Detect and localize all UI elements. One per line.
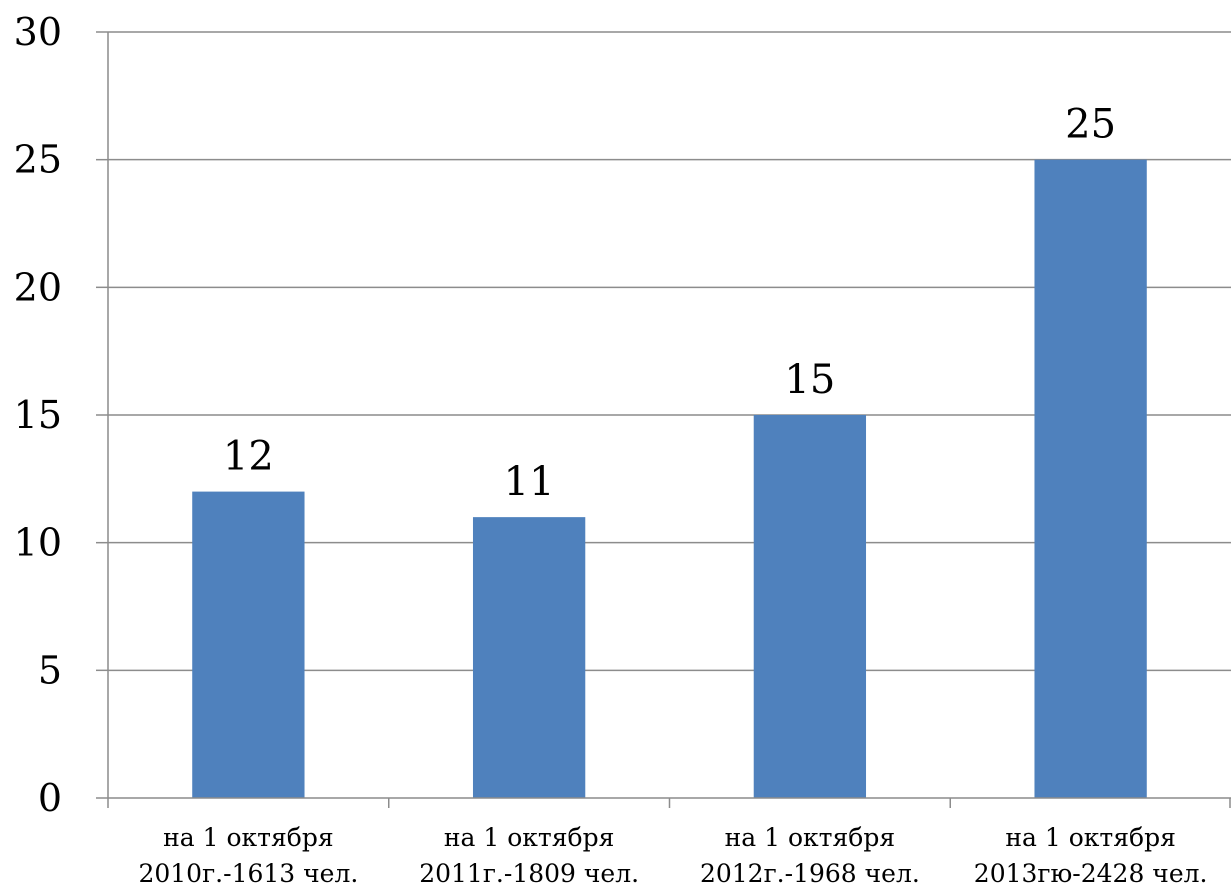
data-label: 12 [223,434,274,480]
bar [192,491,305,798]
data-label: 11 [504,459,555,505]
y-tick-label: 20 [14,265,62,309]
x-tick-labels: на 1 октября 2010г.-1613 чел.на 1 октября… [138,823,1207,888]
x-tick-label: на 1 октября 2011г.-1809 чел. [419,823,639,888]
x-tick-label-line: на 1 октября [444,823,614,852]
y-tick-label: 0 [38,776,62,820]
x-tick-label: на 1 октября 2010г.-1613 чел. [138,823,358,888]
x-tick-label-line: 2010г.-1613 чел. [138,859,358,888]
x-tick-label-line: 2011г.-1809 чел. [419,859,639,888]
x-tick-label-line: на 1 октября [1005,823,1175,852]
bar [753,415,867,798]
x-tick-label-line: 2012г.-1968 чел. [700,859,920,888]
data-labels: 12 11 15 25 [223,102,1116,505]
y-tick-label: 25 [14,138,62,182]
x-tick-label-line: 2013гю-2428 чел. [974,859,1208,888]
data-label: 25 [1065,102,1116,148]
bar [472,517,586,798]
x-tick-label-line: на 1 октября [725,823,895,852]
x-tick-label-line: на 1 октября [163,823,333,852]
data-label: 15 [784,357,835,403]
bar [1034,159,1147,798]
y-tick-label: 15 [14,393,62,437]
y-tick-label: 30 [14,10,62,54]
y-tick-label: 10 [14,521,62,565]
bars [192,159,1147,798]
axes [96,31,1231,808]
y-tick-labels: 0 5 10 15 20 25 30 [14,10,62,820]
x-tick-label: на 1 октября 2012г.-1968 чел. [700,823,920,888]
x-tick-label: на 1 октября 2013гю-2428 чел. [974,823,1208,888]
y-tick-label: 5 [38,648,62,692]
